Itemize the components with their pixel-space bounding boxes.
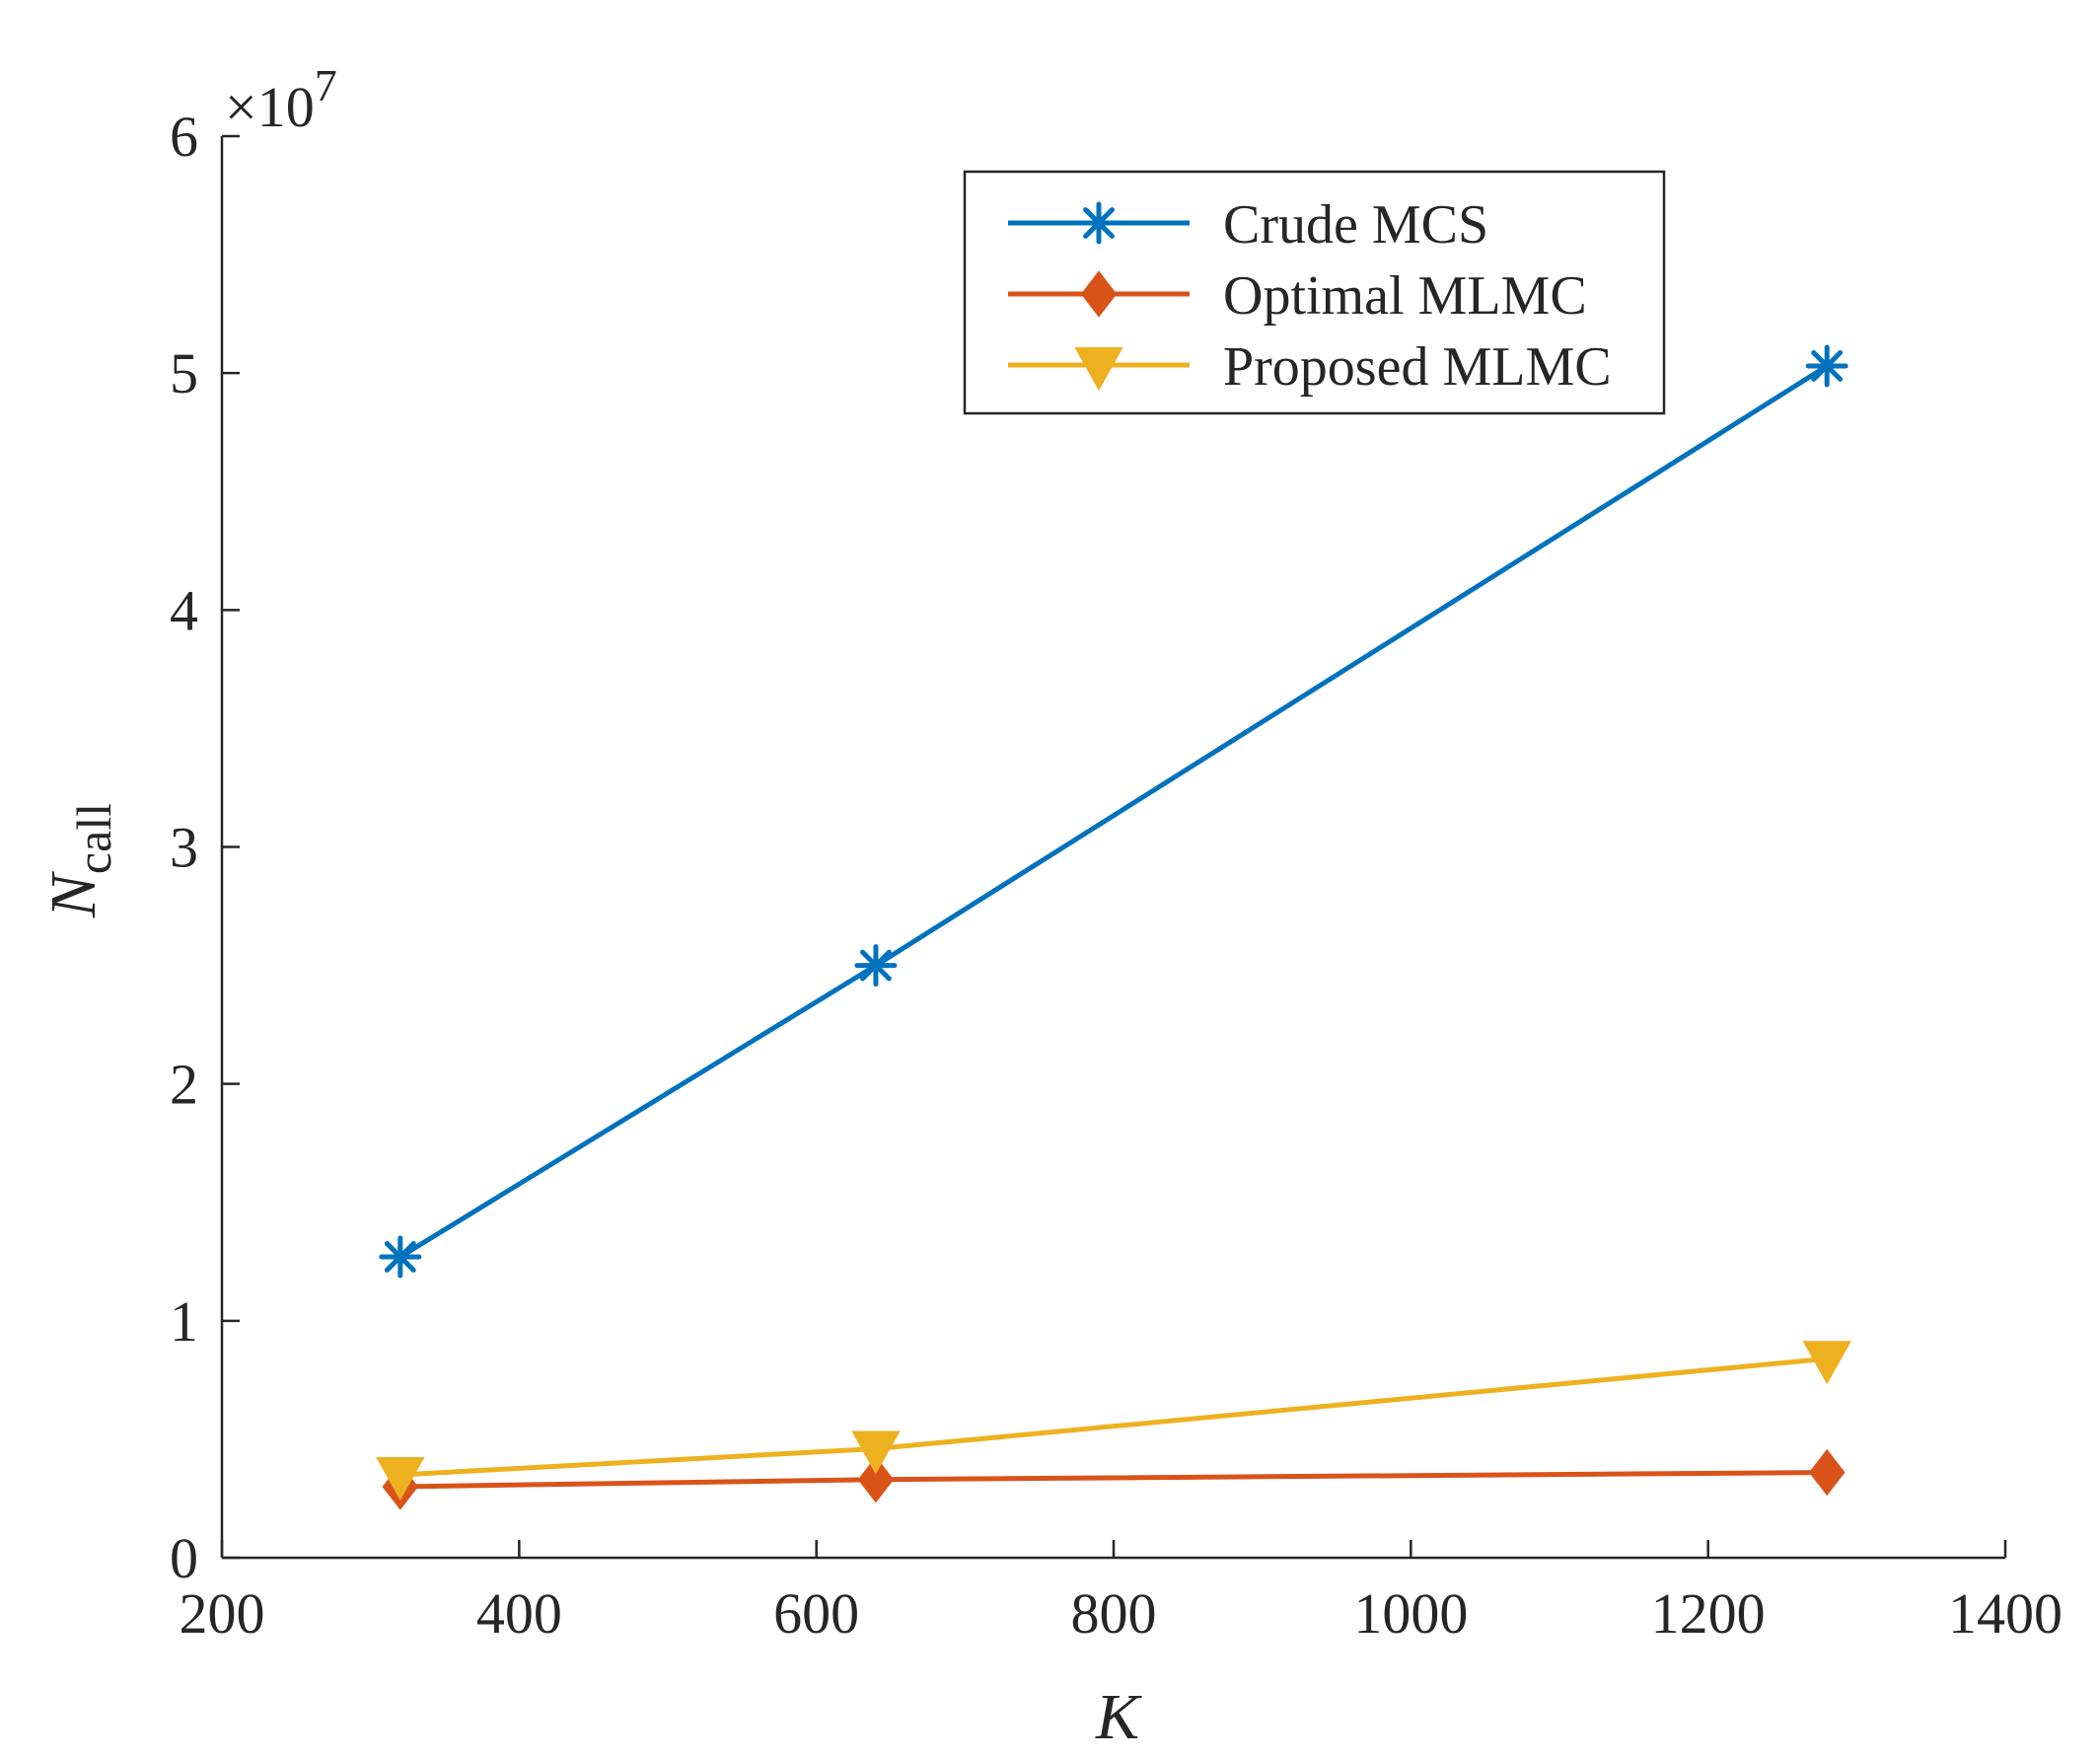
y-axis-title-sub: call xyxy=(66,803,121,874)
x-tick-label: 1200 xyxy=(1651,1581,1766,1646)
x-tick-label: 200 xyxy=(180,1581,265,1646)
y-tick-label: 5 xyxy=(170,341,198,405)
x-axis-title: K xyxy=(1095,1681,1142,1753)
y-tick-label: 6 xyxy=(170,105,198,169)
y-tick-label: 2 xyxy=(170,1053,198,1117)
x-tick-label: 400 xyxy=(476,1581,562,1646)
y-tick-label: 3 xyxy=(170,816,198,880)
data-point-crude-mcs xyxy=(1805,344,1848,388)
y-exponent-power: 7 xyxy=(315,60,337,110)
plot-layer xyxy=(376,344,1851,1510)
data-point-proposed-mlmc xyxy=(851,1430,901,1475)
marker-stroke xyxy=(859,949,892,982)
marker-stroke xyxy=(1811,350,1844,382)
y-axis-title-main: N xyxy=(37,870,109,918)
x-tick-label: 1000 xyxy=(1353,1581,1468,1646)
marker-stroke xyxy=(1083,207,1115,239)
series-line-crude-mcs xyxy=(398,363,1829,1260)
legend: Crude MCS Optimal MLMC Proposed MLMC xyxy=(963,170,1666,415)
x-tick-label: 1400 xyxy=(1948,1581,2063,1646)
y-tick-label: 4 xyxy=(170,578,198,642)
y-axis-title: Ncall xyxy=(37,803,121,918)
y-exponent: ×107 xyxy=(225,60,337,139)
y-exponent-prefix: ×10 xyxy=(225,75,315,139)
x-tick-label: 800 xyxy=(1071,1581,1157,1646)
x-tick-label: 600 xyxy=(773,1581,859,1646)
y-tick-label: 1 xyxy=(170,1289,198,1354)
y-tick-label: 0 xyxy=(170,1526,198,1590)
data-point-crude-mcs xyxy=(379,1235,422,1279)
data-point-optimal-mlmc xyxy=(857,1456,895,1503)
data-point-proposed-mlmc xyxy=(376,1456,425,1501)
legend-marker-crude-mcs xyxy=(1077,201,1121,245)
legend-label-optimal-mlmc: Optimal MLMC xyxy=(1223,265,1587,327)
legend-label-proposed-mlmc: Proposed MLMC xyxy=(1223,336,1612,398)
ticks-layer: 200 400 600 800 1000 1200 1400 0 1 2 3 4 5 6 xyxy=(170,105,2063,1646)
data-point-proposed-mlmc xyxy=(1802,1341,1851,1385)
data-point-crude-mcs xyxy=(854,944,898,988)
data-point-optimal-mlmc xyxy=(1808,1448,1846,1497)
legend-label-crude-mcs: Crude MCS xyxy=(1223,194,1488,256)
legend-marker-optimal-mlmc xyxy=(1080,270,1118,318)
legend-marker-proposed-mlmc xyxy=(1074,347,1123,392)
series-line-proposed-mlmc xyxy=(399,1356,1828,1478)
marker-stroke xyxy=(384,1241,416,1273)
series-line-optimal-mlmc xyxy=(399,1470,1828,1490)
